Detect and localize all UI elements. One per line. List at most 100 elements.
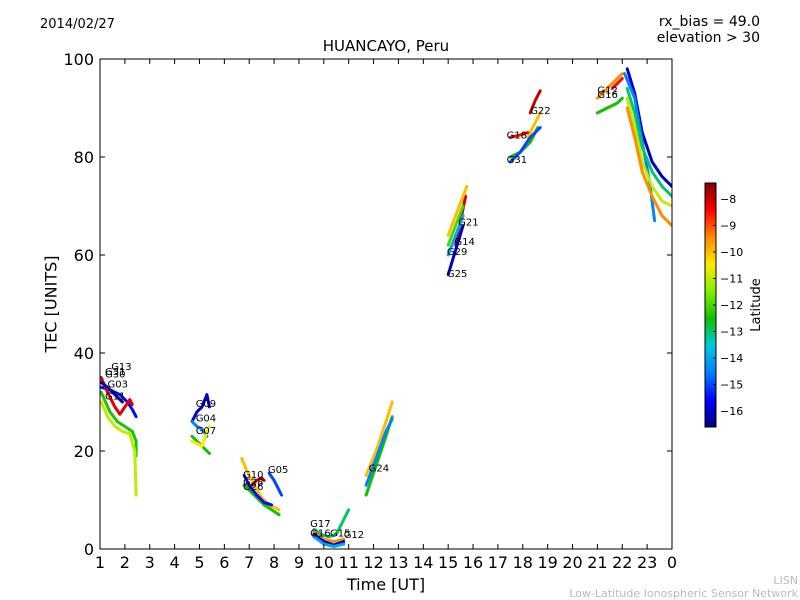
satellite-label-g12: G12: [597, 85, 617, 96]
track-g22b: [526, 111, 542, 139]
y-tick-label: 0: [84, 540, 94, 559]
track-g22: [528, 89, 542, 115]
x-tick-label: 6: [219, 553, 229, 572]
track-g21b: [446, 184, 469, 237]
track-g12: [312, 535, 346, 548]
y-tick-label: 60: [74, 246, 94, 265]
colorbar-tick-label: −13: [720, 326, 743, 339]
track-g12: [595, 72, 624, 100]
satellite-label-g11: G11: [105, 392, 125, 403]
colorbar-tick-label: −12: [720, 299, 743, 312]
satellite-label-g25: G25: [447, 269, 467, 280]
satellite-label-g31: G31: [507, 155, 527, 166]
info-box: rx_bias = 49.0 elevation > 30: [657, 14, 760, 46]
colorbar-ticks: −8 −9 −10 −11 −12 −13 −14 −15 −16: [713, 193, 743, 418]
satellite-label-g14: G14: [454, 237, 474, 248]
colorbar-tick-label: −15: [720, 379, 743, 392]
satellite-label-g30: G30: [105, 370, 125, 381]
satellite-label-g07: G07: [196, 426, 216, 437]
satellite-label-g21: G21: [458, 218, 478, 229]
satellite-label-g22: G22: [530, 106, 550, 117]
colorbar-tick-label: −16: [720, 405, 743, 418]
track-g12b: [625, 67, 672, 188]
satellite-label-g04: G04: [196, 414, 216, 425]
satellite-label-g17: G17: [310, 519, 330, 530]
track-g03: [100, 380, 124, 404]
colorbar-tick-label: −11: [720, 272, 743, 285]
colorbar-tick-label: −9: [720, 219, 736, 232]
track-g11: [100, 390, 138, 458]
satellite-label-g31: G31: [105, 367, 125, 378]
elevation-label: elevation > 30: [656, 30, 760, 46]
x-axis: 1 2 3 4 5 6 7 8 9 10 11 12 13 14 15 16 17 18 19 20 21 22 23 0: [95, 59, 677, 572]
track-g18: [508, 131, 530, 139]
x-tick-label: 3: [145, 553, 155, 572]
x-tick-label: 16: [463, 553, 483, 572]
satellite-label-g13: G13: [111, 362, 131, 373]
date-label: 2014/02/27: [40, 17, 115, 32]
satellite-label-g16: G16: [597, 90, 617, 101]
rx-bias-label: rx_bias = 49.0: [658, 14, 760, 30]
track-g25b: [625, 106, 672, 228]
satellite-label-g18: G18: [507, 130, 527, 141]
track-g29: [446, 214, 465, 257]
y-tick-label: 40: [74, 344, 94, 363]
footer-org-short: LISN: [773, 574, 798, 587]
satellite-label-g24: G24: [369, 464, 389, 475]
track-g16: [595, 96, 624, 115]
colorbar-tick-label: −10: [720, 246, 743, 259]
track-g25: [446, 224, 465, 277]
track-g17: [312, 508, 351, 539]
satellite-label-g12: G12: [344, 530, 364, 541]
x-tick-label: 1: [95, 553, 105, 572]
satellite-label-g09: G09: [196, 399, 216, 410]
x-tick-label: 7: [244, 553, 254, 572]
x-tick-label: 13: [388, 553, 408, 572]
colorbar-tick-label: −8: [720, 193, 736, 206]
x-tick-label: 10: [314, 553, 334, 572]
x-tick-label: 18: [513, 553, 533, 572]
footer-org-long: Low-Latitude Ionospheric Sensor Network: [569, 587, 798, 600]
track-g11b: [100, 400, 138, 497]
track-g24c: [364, 417, 394, 487]
track-g31b: [508, 126, 542, 164]
x-tick-label: 8: [269, 553, 279, 572]
plot-frame: [99, 58, 673, 550]
x-tick-label: 21: [587, 553, 607, 572]
x-axis-label: Time [UT]: [346, 575, 426, 594]
track-g07b: [190, 425, 211, 448]
colorbar-label: Latitude: [749, 278, 764, 332]
track-g04: [190, 420, 209, 438]
satellite-label-g10: G10: [243, 470, 263, 481]
satellite-label-g16: G16: [310, 528, 330, 539]
x-tick-label: 9: [294, 553, 304, 572]
y-tick-label: 20: [74, 442, 94, 461]
satellite-label-g03: G03: [108, 379, 128, 390]
x-tick-label: 2: [120, 553, 130, 572]
x-tick-label: 12: [363, 553, 383, 572]
x-tick-label: 17: [488, 553, 508, 572]
x-tick-label: 19: [537, 553, 557, 572]
track-g26: [242, 483, 281, 517]
satellite-label-g28: G28: [243, 477, 263, 488]
track-g22c: [610, 77, 624, 90]
x-tick-label: 11: [339, 553, 359, 572]
y-tick-label: 100: [63, 50, 94, 69]
x-tick-label: 15: [438, 553, 458, 572]
y-axis: 0 20 40 60 80 100: [63, 50, 672, 559]
track-g05: [267, 471, 283, 497]
footer-credit: LISN Low-Latitude Ionospheric Sensor Net…: [569, 574, 798, 600]
x-tick-label: 5: [194, 553, 204, 572]
satellite-label-g26: G26: [243, 482, 263, 493]
track-g06: [312, 530, 346, 544]
x-tick-label: 0: [667, 553, 677, 572]
track-g14: [446, 204, 465, 247]
satellite-label-g29: G29: [447, 247, 467, 258]
satellite-label-g15: G15: [330, 528, 350, 539]
track-g16b: [625, 86, 672, 198]
x-tick-label: 4: [170, 553, 180, 572]
track-g16c: [625, 96, 672, 208]
track-g10b: [242, 474, 274, 507]
